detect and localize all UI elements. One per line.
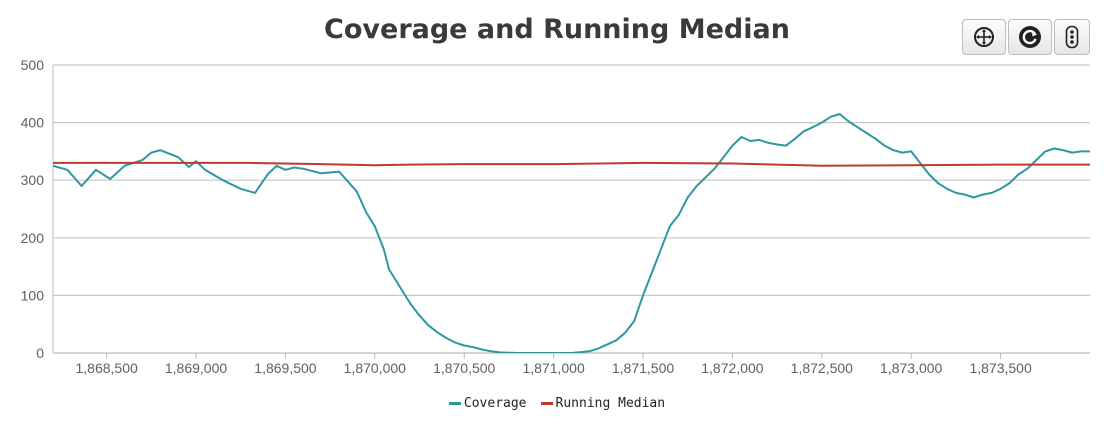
- x-tick-label: 1,873,000: [880, 360, 942, 376]
- x-tick-label: 1,873,500: [969, 360, 1031, 376]
- pan-button[interactable]: [962, 19, 1006, 55]
- legend-swatch-running-median: [540, 402, 553, 405]
- x-tick-label: 1,872,500: [791, 360, 853, 376]
- more-vertical-icon: [1065, 25, 1079, 49]
- x-tick-label: 1,869,500: [254, 360, 316, 376]
- y-tick-label: 400: [21, 115, 45, 131]
- x-tick-label: 1,868,500: [75, 360, 137, 376]
- reset-button[interactable]: [1008, 19, 1052, 55]
- y-tick-label: 0: [36, 345, 44, 361]
- y-tick-label: 200: [21, 230, 45, 246]
- y-tick-label: 500: [21, 57, 45, 73]
- refresh-icon: [1019, 26, 1041, 48]
- series-line-running-median: [53, 161, 1090, 167]
- legend-swatch-coverage: [448, 402, 461, 405]
- x-tick-label: 1,872,000: [701, 360, 763, 376]
- y-tick-label: 100: [21, 287, 45, 303]
- y-tick-label: 300: [21, 172, 45, 188]
- x-tick-label: 1,871,000: [522, 360, 584, 376]
- chart-legend: Coverage Running Median: [0, 396, 1114, 411]
- legend-item-coverage[interactable]: Coverage: [448, 396, 527, 411]
- series-line-coverage: [53, 113, 1090, 353]
- legend-label-coverage: Coverage: [463, 396, 527, 411]
- chart-title: Coverage and Running Median: [324, 14, 790, 45]
- x-tick-label: 1,869,000: [165, 360, 227, 376]
- x-tick-label: 1,871,500: [612, 360, 674, 376]
- menu-button[interactable]: [1054, 19, 1090, 55]
- x-tick-label: 1,870,500: [433, 360, 495, 376]
- move-icon: [974, 27, 994, 47]
- chart-toolbar: [962, 19, 1090, 55]
- legend-label-running-median: Running Median: [555, 396, 666, 411]
- x-tick-label: 1,870,000: [344, 360, 406, 376]
- legend-item-running-median[interactable]: Running Median: [540, 396, 666, 411]
